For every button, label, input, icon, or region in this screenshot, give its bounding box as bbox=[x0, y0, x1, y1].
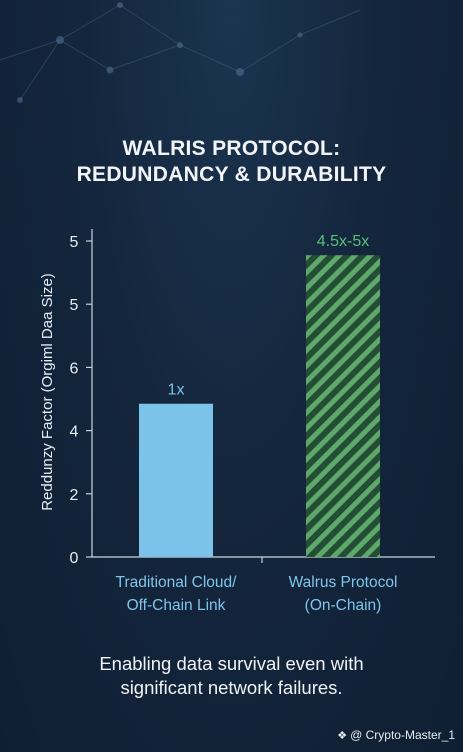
data-label: 4.5x-5x bbox=[317, 233, 369, 250]
watermark: ❖ @ Crypto-Master_1 bbox=[337, 728, 455, 742]
watermark-logo-icon: ❖ bbox=[337, 729, 348, 742]
y-tick-label: 6 bbox=[70, 360, 79, 377]
y-tick-label: 2 bbox=[70, 487, 79, 504]
category-label-line-2: (On-Chain) bbox=[305, 597, 382, 614]
y-tick-label: 4 bbox=[70, 424, 79, 441]
chart-title-line-1: WALRIS PROTOCOL: bbox=[122, 137, 341, 160]
y-tick-label: 0 bbox=[70, 550, 79, 567]
caption-line-1: Enabling data survival even with bbox=[99, 653, 364, 674]
bar-walrus-protocol bbox=[306, 255, 380, 557]
chart-title-line-2: REDUNDANCY & DURABILITY bbox=[76, 163, 387, 186]
network-background-graphic bbox=[0, 2, 361, 103]
data-label: 1x bbox=[168, 382, 185, 399]
bar-traditional-cloud bbox=[139, 403, 213, 557]
watermark-text: @ Crypto-Master_1 bbox=[350, 728, 455, 742]
category-label-line-1: Walrus Protocol bbox=[289, 574, 398, 591]
category-label-line-2: Off-Chain Link bbox=[127, 597, 226, 614]
y-axis-label: Reddunzy Factor (Orgiml Daa Size) bbox=[39, 273, 56, 511]
y-tick-label: 5 bbox=[70, 234, 79, 251]
caption-line-2: significant network failures. bbox=[120, 677, 343, 698]
category-label-line-1: Traditional Cloud/ bbox=[116, 574, 238, 591]
y-tick-label: 5 bbox=[70, 297, 79, 314]
